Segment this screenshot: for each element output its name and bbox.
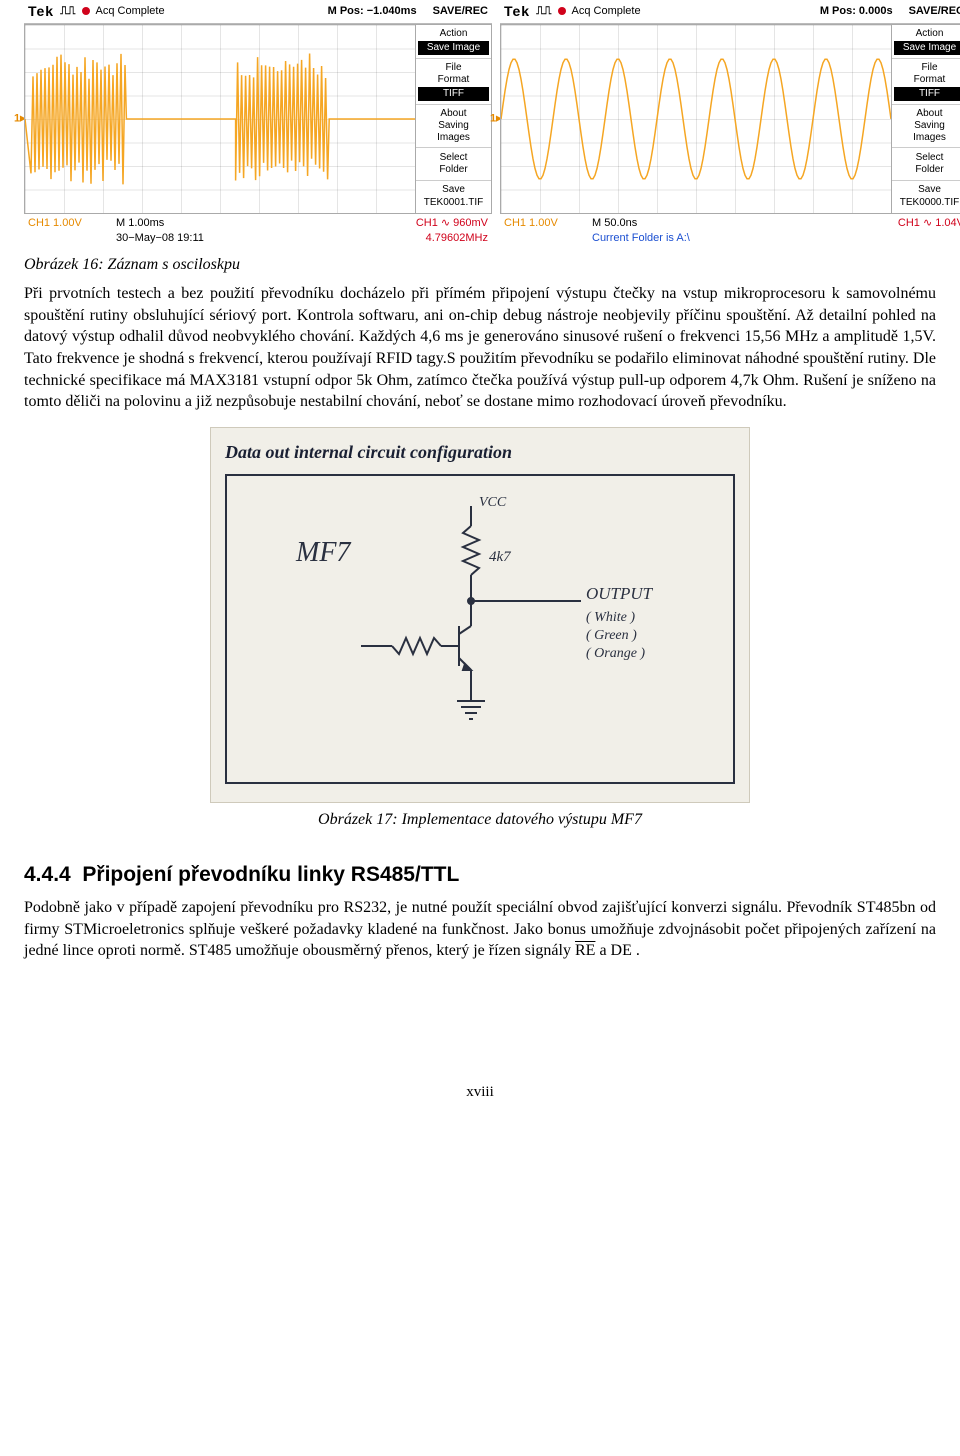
circuit-title: Data out internal circuit configuration bbox=[225, 440, 735, 464]
acq-dot-icon bbox=[82, 7, 90, 15]
trigger-readout: CH1 ∿ 1.04V bbox=[752, 216, 960, 246]
acq-dot-icon bbox=[558, 7, 566, 15]
menu-value: Save Image bbox=[418, 41, 489, 55]
label-output: OUTPUT bbox=[586, 584, 654, 603]
figure-16-caption: Obrázek 16: Záznam s osciloskpu bbox=[24, 254, 936, 276]
menu-label: AboutSavingImages bbox=[894, 108, 960, 144]
acq-label: Acq Complete bbox=[96, 4, 165, 19]
menu-label: Action bbox=[418, 28, 489, 40]
menu-label: FileFormat bbox=[418, 62, 489, 86]
section-heading: 4.4.4 Připojení převodníku linky RS485/T… bbox=[24, 861, 936, 889]
figure-17: Data out internal circuit configuration bbox=[24, 427, 936, 803]
scope-body: 1▸ Action Save Image FileFormat TIFF Abo… bbox=[24, 24, 492, 214]
scope-menu-item[interactable]: FileFormat TIFF bbox=[416, 59, 491, 105]
waveform bbox=[25, 25, 415, 213]
menu-label: FileFormat bbox=[894, 62, 960, 86]
scope-pair: Tek ⎍⎍ Acq Complete M Pos: −1.040ms SAVE… bbox=[24, 0, 936, 248]
mpos: M Pos: 0.000s bbox=[820, 4, 893, 19]
menu-value: Save Image bbox=[894, 41, 960, 55]
scope-menu-item[interactable]: Save TEK0000.TIF bbox=[892, 181, 960, 213]
page-number: xviii bbox=[24, 1082, 936, 1102]
scope-menu-item[interactable]: SelectFolder bbox=[416, 148, 491, 181]
menu-label: SelectFolder bbox=[894, 152, 960, 176]
circuit-box: MF7 VCC 4k7 OUTPUT ( White ) ( Green ) (… bbox=[225, 474, 735, 784]
scope-menu-item[interactable]: SelectFolder bbox=[892, 148, 960, 181]
menu-label: Save bbox=[418, 184, 489, 196]
signal-re: RE bbox=[575, 942, 595, 959]
scope-menu-item[interactable]: AboutSavingImages bbox=[892, 105, 960, 148]
para2-pre: Podobně jako v případě zapojení převodní… bbox=[24, 899, 936, 959]
circuit-panel: Data out internal circuit configuration bbox=[210, 427, 750, 803]
scope-grid-wrap: 1▸ bbox=[24, 24, 416, 214]
menu-value: TEK0001.TIF bbox=[418, 197, 489, 209]
label-orange: ( Orange ) bbox=[586, 646, 645, 661]
ch1-readout: CH1 1.00V bbox=[28, 216, 106, 246]
scope-brand: Tek bbox=[28, 2, 54, 21]
scope-grid bbox=[500, 24, 892, 214]
menu-label: AboutSavingImages bbox=[418, 108, 489, 144]
label-mf7: MF7 bbox=[295, 537, 351, 568]
ch1-readout: CH1 1.00V bbox=[504, 216, 582, 246]
label-green: ( Green ) bbox=[586, 628, 637, 643]
timebase: M 1.00ms 30−May−08 19:11 bbox=[116, 216, 266, 246]
timebase: M 50.0ns Current Folder is A:\ bbox=[592, 216, 742, 246]
scope-menu-item[interactable]: FileFormat TIFF bbox=[892, 59, 960, 105]
scope-menu: Action Save Image FileFormat TIFF AboutS… bbox=[416, 24, 492, 214]
scope-menu-item[interactable]: Action Save Image bbox=[416, 25, 491, 59]
acq-label: Acq Complete bbox=[572, 4, 641, 19]
top-right-label: SAVE/REC bbox=[433, 4, 488, 19]
menu-value: TEK0000.TIF bbox=[894, 197, 960, 209]
menu-label: Save bbox=[894, 184, 960, 196]
label-vcc: VCC bbox=[479, 495, 507, 510]
scope-menu-item[interactable]: AboutSavingImages bbox=[416, 105, 491, 148]
scope-menu-item[interactable]: Action Save Image bbox=[892, 25, 960, 59]
paragraph-1: Při prvotních testech a bez použití přev… bbox=[24, 283, 936, 413]
para2-join: a bbox=[595, 942, 610, 959]
scope-body: 1▸ Action Save Image FileFormat TIFF Abo… bbox=[500, 24, 960, 214]
waveform bbox=[501, 25, 891, 213]
scope-bottom-bar: CH1 1.00V M 1.00ms 30−May−08 19:11 CH1 ∿… bbox=[24, 214, 492, 248]
circuit-svg: MF7 VCC 4k7 OUTPUT ( White ) ( Green ) (… bbox=[241, 486, 721, 766]
menu-label: SelectFolder bbox=[418, 152, 489, 176]
scope-grid-wrap: 1▸ bbox=[500, 24, 892, 214]
signal-de: DE bbox=[611, 942, 632, 959]
scope-left: Tek ⎍⎍ Acq Complete M Pos: −1.040ms SAVE… bbox=[24, 0, 492, 248]
section-number: 4.4.4 bbox=[24, 863, 71, 886]
top-right-label: SAVE/REC bbox=[909, 4, 960, 19]
scope-bottom-bar: CH1 1.00V M 50.0ns Current Folder is A:\… bbox=[500, 214, 960, 248]
paragraph-2: Podobně jako v případě zapojení převodní… bbox=[24, 897, 936, 962]
label-white: ( White ) bbox=[586, 610, 635, 625]
section-title: Připojení převodníku linky RS485/TTL bbox=[82, 863, 459, 886]
label-4k7: 4k7 bbox=[489, 549, 512, 565]
trigger-icon: ⎍⎍ bbox=[536, 4, 551, 19]
menu-value: TIFF bbox=[418, 87, 489, 101]
figure-17-caption: Obrázek 17: Implementace datového výstup… bbox=[24, 809, 936, 831]
scope-menu: Action Save Image FileFormat TIFF AboutS… bbox=[892, 24, 960, 214]
trigger-icon: ⎍⎍ bbox=[60, 4, 75, 19]
scope-top-bar: Tek ⎍⎍ Acq Complete M Pos: 0.000s SAVE/R… bbox=[500, 0, 960, 24]
scope-menu-item[interactable]: Save TEK0001.TIF bbox=[416, 181, 491, 213]
scope-grid bbox=[24, 24, 416, 214]
para2-post: . bbox=[632, 942, 640, 959]
scope-brand: Tek bbox=[504, 2, 530, 21]
menu-label: Action bbox=[894, 28, 960, 40]
mpos: M Pos: −1.040ms bbox=[328, 4, 417, 19]
scope-right: Tek ⎍⎍ Acq Complete M Pos: 0.000s SAVE/R… bbox=[500, 0, 960, 248]
scope-top-bar: Tek ⎍⎍ Acq Complete M Pos: −1.040ms SAVE… bbox=[24, 0, 492, 24]
trigger-readout: CH1 ∿ 960mV 4.79602MHz bbox=[276, 216, 488, 246]
menu-value: TIFF bbox=[894, 87, 960, 101]
